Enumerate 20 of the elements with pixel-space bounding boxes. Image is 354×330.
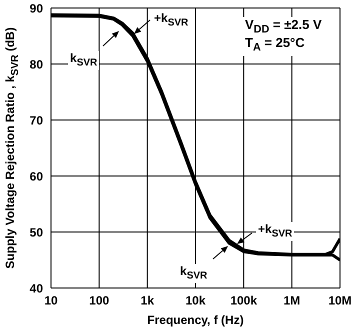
x-tick-label: 10 [44,294,58,308]
x-tick-label: 100k [230,294,258,308]
text: k$_{SVR}$ [70,51,98,68]
y-tick-label: 80 [30,57,44,72]
x-tick-label: 1M [283,294,300,308]
y-tick-label: 70 [30,113,44,128]
x-tick-label: 10k [185,294,206,308]
y-tick-label: 60 [30,169,44,184]
x-tick-label: 100 [89,294,110,308]
x-axis-title: Frequency, f (Hz) [147,313,244,327]
annotation: V$_{DD}$ = ±2.5 V [245,17,322,36]
y-tick-label: 40 [30,281,44,296]
x-tick-label: 10M [328,294,352,308]
y-tick-label: 90 [30,1,44,16]
y-tick-label: 50 [30,225,44,240]
legend-label: +k$_{SVR}$ [152,11,190,30]
x-tick-label: 1k [140,294,154,308]
text: +k$_{SVR}$ [258,222,292,240]
text: k$_{SVR}$ [178,264,210,284]
annotation: T$_{A}$ = 25°C [243,35,307,56]
